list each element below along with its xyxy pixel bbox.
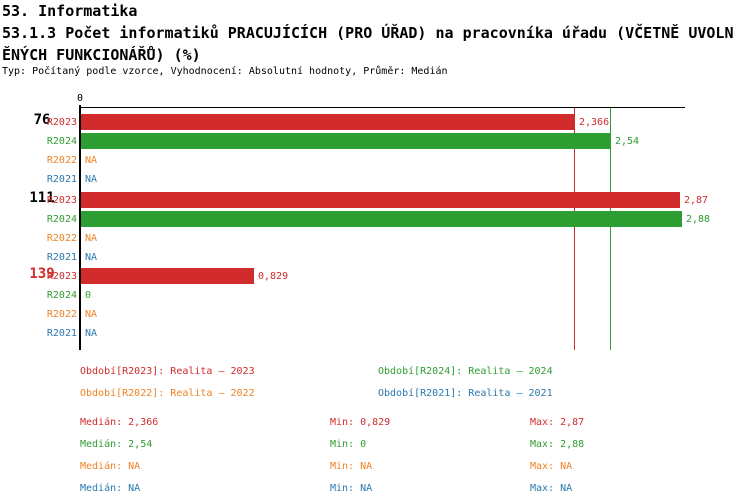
page-subtitle-line2: ĚNÝCH FUNKCIONÁŘŮ) (%): [2, 46, 201, 64]
page-title: 53. Informatika: [2, 2, 138, 20]
stat-min-r2024: Min: 0: [330, 439, 367, 450]
bar-r2024: [81, 211, 682, 227]
page-subtitle-line1: 53.1.3 Počet informatiků PRACUJÍCÍCH (PR…: [2, 24, 734, 42]
row-label-r2022: R2022: [46, 155, 77, 166]
bar-value-label: 2,87: [684, 195, 709, 206]
bar-value-label: NA: [85, 328, 98, 339]
bar-value-label: 0,829: [258, 271, 289, 282]
value-axis-line: [80, 107, 685, 108]
row-label-r2021: R2021: [46, 174, 77, 185]
bar-value-label: NA: [85, 155, 98, 166]
zero-tick-label: 0: [76, 93, 84, 104]
row-label-r2023: R2023: [46, 195, 77, 206]
bar-value-label: NA: [85, 309, 98, 320]
row-label-r2023: R2023: [46, 271, 77, 282]
row-label-r2022: R2022: [46, 309, 77, 320]
stat-max-r2021: Max: NA: [530, 483, 573, 494]
stat-min-r2022: Min: NA: [330, 461, 373, 472]
row-label-r2024: R2024: [46, 136, 77, 147]
bar-value-label: 2,54: [615, 136, 640, 147]
stat-median-r2024: Medián: 2,54: [80, 439, 153, 450]
bar-value-label: NA: [85, 252, 98, 263]
stat-median-r2022: Medián: NA: [80, 461, 141, 472]
stat-max-r2023: Max: 2,87: [530, 417, 585, 428]
bar-value-label: 2,88: [686, 214, 711, 225]
stat-max-r2024: Max: 2,88: [530, 439, 585, 450]
bar-r2023: [81, 192, 680, 208]
stat-min-r2023: Min: 0,829: [330, 417, 391, 428]
bar-r2024: [81, 133, 611, 149]
report-meta: Typ: Počítaný podle vzorce, Vyhodnocení:…: [2, 66, 448, 77]
row-label-r2024: R2024: [46, 290, 77, 301]
bar-value-label: NA: [85, 174, 98, 185]
legend-item-r2022: Období[R2022]: Realita – 2022: [80, 388, 255, 399]
bar-value-label: 2,366: [579, 117, 610, 128]
row-label-r2024: R2024: [46, 214, 77, 225]
row-label-r2023: R2023: [46, 117, 77, 128]
median-line-r2024: [610, 108, 611, 350]
stat-min-r2021: Min: NA: [330, 483, 373, 494]
bar-r2023: [81, 268, 254, 284]
bar-value-label: NA: [85, 233, 98, 244]
stat-median-r2021: Medián: NA: [80, 483, 141, 494]
group-label: 139: [29, 266, 55, 282]
row-label-r2021: R2021: [46, 328, 77, 339]
bar-r2023: [81, 114, 575, 130]
row-label-r2021: R2021: [46, 252, 77, 263]
row-label-r2022: R2022: [46, 233, 77, 244]
bar-value-label: 0: [85, 290, 92, 301]
group-label: 111: [29, 190, 55, 206]
legend-item-r2024: Období[R2024]: Realita – 2024: [378, 366, 553, 377]
legend-item-r2023: Období[R2023]: Realita – 2023: [80, 366, 255, 377]
stat-median-r2023: Medián: 2,366: [80, 417, 159, 428]
legend-item-r2021: Období[R2021]: Realita – 2021: [378, 388, 553, 399]
group-label: 76: [33, 112, 51, 128]
category-axis-line: [79, 105, 81, 350]
stat-max-r2022: Max: NA: [530, 461, 573, 472]
median-line-r2023: [574, 108, 575, 350]
